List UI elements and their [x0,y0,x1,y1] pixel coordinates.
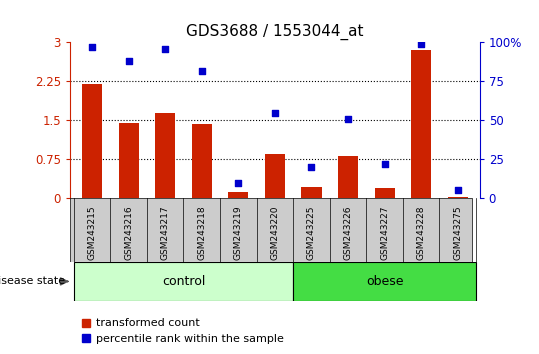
Text: GSM243228: GSM243228 [417,206,426,260]
Text: GSM243220: GSM243220 [271,206,279,260]
Bar [119,123,139,198]
Text: obese: obese [366,275,403,288]
Point [453,188,462,193]
Bar [448,197,468,198]
Point [88,44,96,50]
Point [234,180,243,185]
Text: GSM243227: GSM243227 [380,206,389,260]
Text: GSM243225: GSM243225 [307,206,316,260]
Text: control: control [162,275,205,288]
Text: GSM243216: GSM243216 [124,205,133,260]
Bar [265,154,285,198]
Text: GSM243215: GSM243215 [87,205,96,260]
Text: GSM243226: GSM243226 [343,206,353,260]
Bar [375,188,395,198]
Bar [155,113,175,198]
Bar [82,84,102,198]
Legend: transformed count, percentile rank within the sample: transformed count, percentile rank withi… [75,314,288,348]
Title: GDS3688 / 1553044_at: GDS3688 / 1553044_at [186,23,364,40]
Text: GSM243275: GSM243275 [453,205,462,260]
Bar [301,187,322,198]
Point [197,68,206,73]
Bar [228,192,248,198]
Bar [411,50,431,198]
Point [271,110,279,115]
Bar [293,262,476,301]
Point [417,41,425,47]
Point [307,164,316,170]
Point [125,58,133,64]
Bar [338,156,358,198]
Text: disease state: disease state [0,276,65,286]
Bar [74,262,293,301]
Bar [192,124,212,198]
Text: GSM243217: GSM243217 [161,205,170,260]
Point [344,116,353,122]
Point [161,46,169,52]
Text: GSM243218: GSM243218 [197,205,206,260]
Point [381,161,389,167]
Text: GSM243219: GSM243219 [234,205,243,260]
